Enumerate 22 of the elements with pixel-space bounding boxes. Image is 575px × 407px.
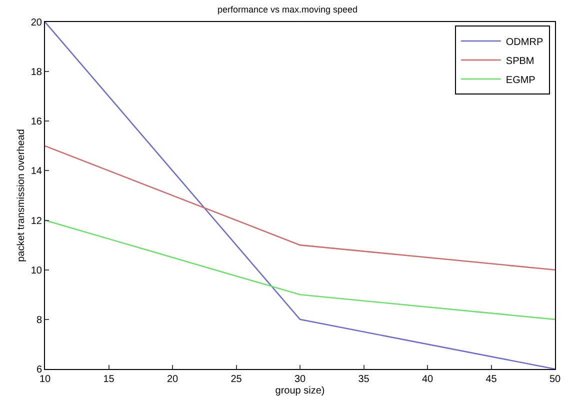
y-tick-label: 20 [30, 18, 42, 28]
y-tick-label: 8 [36, 314, 42, 326]
chart-title: performance vs max.moving speed [217, 4, 358, 14]
legend-label: ODMRP [506, 36, 544, 48]
x-tick-label: 35 [358, 374, 370, 385]
legend-label: EGMP [506, 74, 536, 86]
y-axis-title: packet transmission overhead [16, 129, 27, 262]
x-tick-label: 50 [549, 374, 561, 385]
x-tick-label: 40 [422, 374, 434, 385]
y-tick-label: 12 [30, 216, 42, 227]
y-tick-label: 18 [30, 67, 42, 78]
x-tick-label: 15 [103, 374, 115, 385]
x-axis-title: group size) [275, 386, 325, 396]
x-tick-label: 30 [294, 374, 306, 385]
x-tick-label: 45 [486, 374, 498, 385]
legend-label: SPBM [506, 56, 534, 67]
x-tick-label: 20 [166, 374, 178, 385]
y-tick-label: 6 [36, 364, 42, 376]
y-tick-label: 10 [30, 265, 42, 276]
x-tick-label: 25 [230, 374, 242, 385]
y-tick-label: 16 [30, 116, 42, 128]
y-tick-label: 14 [30, 166, 42, 178]
